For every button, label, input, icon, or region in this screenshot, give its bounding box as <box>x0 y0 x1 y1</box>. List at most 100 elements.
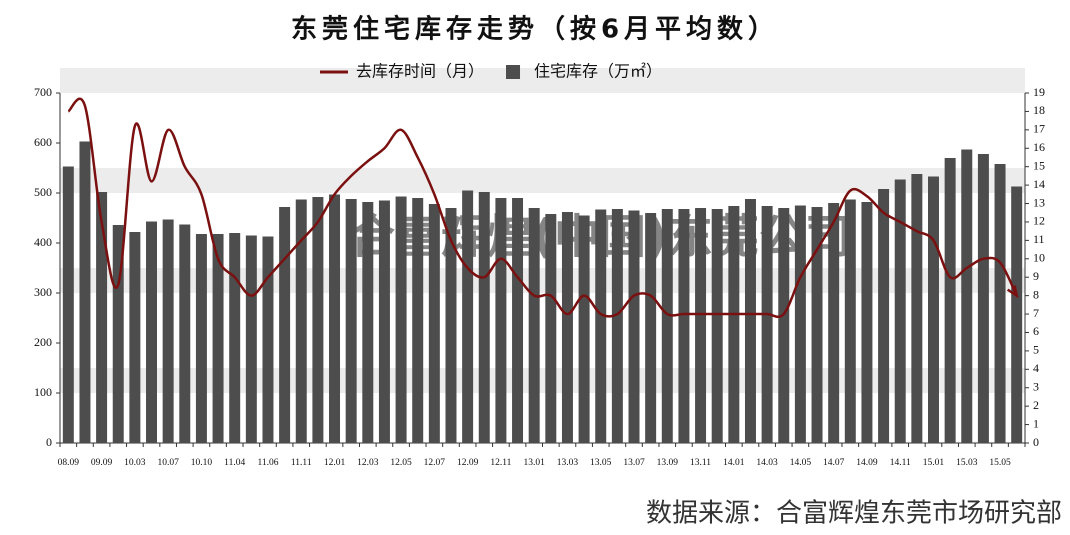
bar <box>412 198 424 443</box>
bar <box>245 235 257 443</box>
legend-label: 去库存时间（月） <box>356 62 484 81</box>
y2-tick-label: 13 <box>1033 195 1045 209</box>
legend-label: 住宅库存（万㎡） <box>534 62 662 81</box>
chart-title: 东莞住宅库存走势（按6月平均数） <box>291 14 779 45</box>
x-tick-label: 15.01 <box>923 458 945 468</box>
y2-tick-label: 1 <box>1033 416 1039 430</box>
y2-tick-label: 7 <box>1033 306 1039 320</box>
y2-tick-label: 16 <box>1033 140 1045 154</box>
bar <box>378 200 390 443</box>
bar <box>79 141 91 443</box>
bar <box>279 207 291 443</box>
y2-tick-label: 10 <box>1033 251 1045 265</box>
bar <box>595 209 607 443</box>
bar <box>96 192 108 443</box>
x-tick-label: 14.07 <box>823 458 845 468</box>
bar <box>295 199 307 443</box>
bar <box>129 232 141 443</box>
x-tick-label: 15.05 <box>989 458 1011 468</box>
y2-tick-label: 15 <box>1033 158 1045 172</box>
source-note: 数据来源：合富辉煌东莞市场研究部 <box>646 499 1062 529</box>
bar <box>528 208 540 443</box>
x-tick-label: 14.11 <box>890 458 911 468</box>
legend-swatch <box>506 65 521 79</box>
bar <box>778 208 790 443</box>
y2-tick-label: 11 <box>1033 232 1045 246</box>
y-tick-label: 400 <box>34 235 52 249</box>
bar <box>844 199 856 443</box>
bar <box>661 209 673 443</box>
x-tick-label: 08.09 <box>58 458 80 468</box>
x-tick-label: 14.09 <box>856 458 878 468</box>
bar <box>861 202 873 443</box>
bar <box>545 214 557 443</box>
bar <box>611 209 623 443</box>
bar <box>62 166 74 443</box>
y2-tick-label: 17 <box>1033 122 1045 136</box>
bar <box>229 233 241 443</box>
y2-tick-label: 18 <box>1033 103 1045 117</box>
bar <box>794 205 806 443</box>
bar <box>761 206 773 443</box>
bar <box>345 199 357 443</box>
x-tick-label: 13.01 <box>523 458 545 468</box>
bar <box>811 207 823 443</box>
bar <box>911 174 923 443</box>
y-tick-label: 600 <box>34 135 52 149</box>
bar <box>146 221 157 443</box>
x-tick-label: 10.07 <box>157 458 179 468</box>
y2-tick-label: 19 <box>1033 85 1045 99</box>
bar <box>744 199 756 443</box>
bar <box>944 158 956 443</box>
bar <box>312 197 324 443</box>
y-tick-label: 200 <box>34 335 52 349</box>
x-tick-label: 14.03 <box>756 458 778 468</box>
bar <box>728 206 740 443</box>
x-tick-label: 14.05 <box>790 458 812 468</box>
x-tick-label: 10.03 <box>124 458 146 468</box>
bar <box>329 194 341 443</box>
x-tick-label: 10.10 <box>191 458 213 468</box>
y2-tick-label: 12 <box>1033 214 1045 228</box>
bar <box>961 149 973 443</box>
bar <box>212 234 224 443</box>
bar <box>162 219 174 443</box>
bar <box>828 203 840 443</box>
y-tick-label: 100 <box>34 385 52 399</box>
bar <box>977 154 989 443</box>
bar <box>994 164 1006 443</box>
bar <box>578 215 590 443</box>
bar <box>678 209 690 443</box>
bar <box>645 213 657 443</box>
y2-tick-label: 2 <box>1033 398 1039 412</box>
y-tick-label: 500 <box>34 185 52 199</box>
line-arrow <box>1006 285 1019 299</box>
bar <box>711 209 723 443</box>
x-tick-label: 12.03 <box>357 458 379 468</box>
bar <box>628 210 640 443</box>
bar <box>395 196 407 443</box>
bar <box>695 208 707 443</box>
x-tick-label: 15.03 <box>956 458 978 468</box>
x-tick-label: 11.11 <box>291 458 312 468</box>
x-tick-label: 13.03 <box>557 458 579 468</box>
bar <box>928 176 939 443</box>
x-tick-label: 12.01 <box>324 458 346 468</box>
y2-tick-label: 3 <box>1033 379 1039 393</box>
bar <box>195 234 207 443</box>
bar <box>362 202 374 443</box>
x-tick-label: 11.04 <box>224 458 245 468</box>
x-tick-label: 13.05 <box>590 458 612 468</box>
y2-tick-label: 4 <box>1033 361 1039 375</box>
bar <box>112 225 124 443</box>
y-tick-label: 0 <box>46 435 52 449</box>
bar <box>462 190 474 443</box>
y2-tick-label: 6 <box>1033 324 1039 338</box>
x-tick-label: 12.09 <box>457 458 479 468</box>
bar <box>428 204 440 443</box>
grid-band <box>60 68 1025 93</box>
bar <box>894 179 906 443</box>
bar <box>1011 186 1023 443</box>
